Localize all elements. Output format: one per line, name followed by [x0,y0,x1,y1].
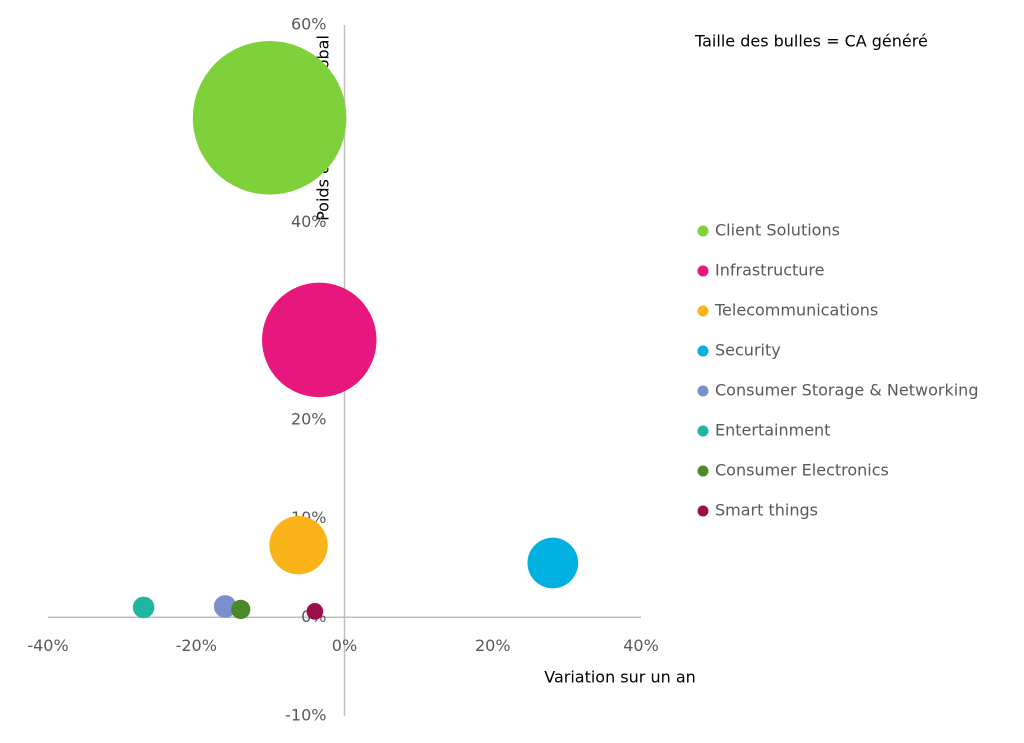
x-tick-label: -20% [176,636,217,655]
bubble [132,596,155,619]
y-tick-label: 40% [291,212,327,231]
legend-label: Consumer Electronics [715,461,889,480]
x-tick-label: 40% [623,636,659,655]
legend-label: Client Solutions [715,221,840,240]
annotation: Taille des bulles = CA généré [694,32,928,51]
bubble [262,282,377,398]
bubble [231,599,251,620]
legend-label: Entertainment [715,421,830,440]
legend-marker [697,425,709,437]
legend-label: Security [715,341,781,360]
legend-marker [697,225,709,237]
y-tick-label: 60% [291,15,327,34]
bubble [269,516,328,575]
legend-label: Consumer Storage & Networking [715,381,978,400]
legend-label: Telecommunications [714,301,878,320]
x-tick-label: 20% [475,636,511,655]
y-tick-label: -10% [285,706,326,725]
legend-marker [697,465,709,477]
x-axis-label: Variation sur un an [544,668,696,687]
bubble [527,537,579,589]
legend-marker [697,345,709,357]
x-tick-label: -40% [27,636,68,655]
bubble [192,40,347,195]
y-tick-label: 20% [291,409,327,428]
legend-label: Infrastructure [715,261,824,280]
bubble [306,602,324,620]
legend-marker [697,505,709,517]
x-tick-label: 0% [332,636,357,655]
legend-marker [697,385,709,397]
legend-marker [697,305,709,317]
bubble [213,595,237,618]
legend-label: Smart things [715,501,818,520]
legend-marker [697,265,709,277]
